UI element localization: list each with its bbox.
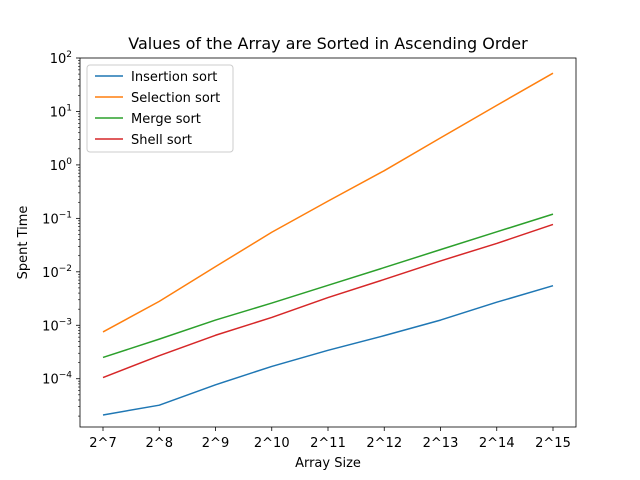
plot-frame	[79, 57, 577, 428]
series-layer	[102, 72, 554, 416]
legend-box	[86, 64, 234, 153]
legend-label-1: Selection sort	[131, 91, 220, 106]
x-tick-label-4: 2^11	[310, 436, 346, 451]
y-tick-label-4: 100	[50, 157, 73, 174]
legend-label-3: Shell sort	[131, 133, 192, 148]
y-tick-label-5: 101	[50, 103, 72, 120]
y-axis: 10−4 10−3 10−2 10−1 100 101 102	[42, 50, 80, 388]
x-axis-label: Array Size	[295, 456, 361, 471]
y-tick-label-3: 10−1	[42, 210, 72, 227]
y-tick-label-1: 10−3	[42, 317, 72, 334]
x-tick-label-0: 2^7	[89, 436, 116, 451]
x-tick-label-2: 2^9	[202, 436, 229, 451]
x-tick-label-6: 2^13	[423, 436, 459, 451]
y-tick-label-0: 10−4	[42, 371, 72, 388]
series-line-1	[102, 72, 554, 333]
legend-label-2: Merge sort	[131, 112, 201, 127]
series-line-0	[102, 284, 554, 416]
series-line-3	[102, 223, 554, 379]
legend: Insertion sort Selection sort Merge sort Sh…	[86, 64, 234, 153]
x-tick-label-3: 2^10	[254, 436, 290, 451]
y-tick-label-2: 10−2	[42, 264, 72, 281]
y-tick-label-6: 102	[50, 50, 72, 67]
x-tick-label-8: 2^15	[535, 436, 571, 451]
x-tick-label-7: 2^14	[479, 436, 515, 451]
chart-title: Values of the Array are Sorted in Ascend…	[128, 34, 528, 53]
x-tick-label-1: 2^8	[146, 436, 173, 451]
y-axis-label: Spent Time	[16, 206, 31, 280]
x-axis: 2^7 2^8 2^9 2^10 2^11 2^12 2^13 2^14 2^15	[89, 427, 571, 451]
x-tick-label-5: 2^12	[366, 436, 402, 451]
series-line-2	[102, 213, 554, 359]
legend-label-0: Insertion sort	[131, 70, 217, 85]
